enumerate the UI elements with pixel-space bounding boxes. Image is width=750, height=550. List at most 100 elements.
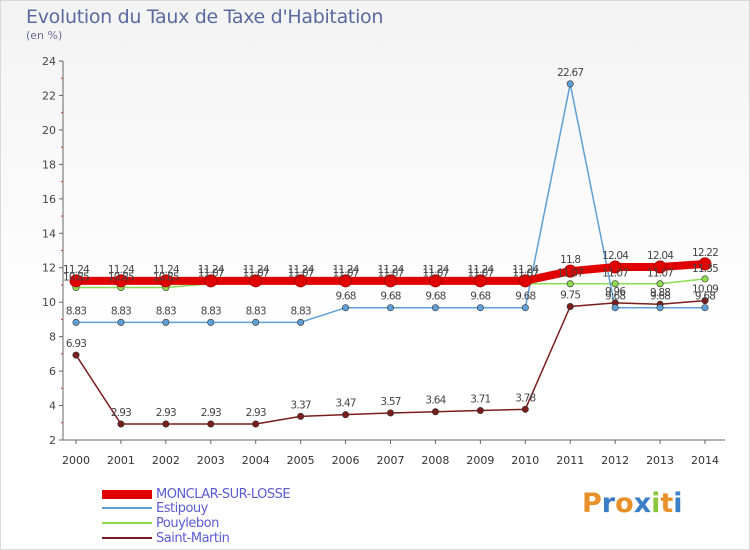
y-tick-label: 2 xyxy=(49,434,56,447)
data-label: 9.68 xyxy=(335,291,355,303)
data-label: 10.85 xyxy=(108,272,134,284)
data-label: 11.24 xyxy=(422,264,449,276)
y-tick-label: 12 xyxy=(42,262,56,275)
data-point xyxy=(698,257,712,271)
data-label: 8.83 xyxy=(111,305,131,317)
logo-letter: P xyxy=(582,488,602,519)
data-point xyxy=(476,304,484,312)
legend-item-pouylebon[interactable]: Pouylebon xyxy=(102,515,219,531)
data-label: 11.07 xyxy=(647,268,673,280)
data-point xyxy=(521,304,529,312)
data-point xyxy=(162,420,170,428)
y-tick-label: 6 xyxy=(49,365,56,378)
logo-letter: r xyxy=(601,488,616,519)
data-point xyxy=(656,304,664,312)
data-point xyxy=(653,260,667,274)
data-point xyxy=(117,420,125,428)
x-tick-label: 2002 xyxy=(152,454,180,467)
data-labels: 11.24 11.24 11.24 11.24 11.24 11.24 11.24 11.24… xyxy=(63,67,719,419)
x-tick-label: 2014 xyxy=(691,454,719,467)
data-label: 2.93 xyxy=(111,407,131,419)
data-label: 2.93 xyxy=(246,407,266,419)
legend-label: Estipouy xyxy=(156,500,208,516)
data-point xyxy=(342,304,350,312)
data-point xyxy=(249,274,263,288)
data-label: 3.57 xyxy=(380,396,400,408)
legend-item-saint-martin[interactable]: Saint-Martin xyxy=(102,530,230,546)
data-label: 9.68 xyxy=(380,291,400,303)
data-label: 11.07 xyxy=(467,268,493,280)
data-label: 2.93 xyxy=(156,407,176,419)
data-label: 11.24 xyxy=(377,264,404,276)
data-point xyxy=(72,351,80,359)
logo-letter: o xyxy=(615,488,634,519)
proxiti-logo: Proxiti xyxy=(582,488,683,519)
data-point xyxy=(431,304,439,312)
data-point xyxy=(72,318,80,326)
chart-subtitle: (en %) xyxy=(26,29,63,42)
x-tick-label: 2012 xyxy=(601,454,629,467)
data-label: 11.07 xyxy=(377,268,403,280)
legend-item-monclar[interactable]: MONCLAR-SUR-LOSSE xyxy=(102,486,291,502)
data-point xyxy=(252,420,260,428)
data-point xyxy=(204,274,218,288)
data-label: 9.68 xyxy=(695,291,715,303)
data-label: 3.47 xyxy=(335,398,355,410)
data-label: 9.68 xyxy=(515,291,535,303)
data-label: 6.93 xyxy=(66,338,86,350)
x-tick-label: 2005 xyxy=(287,454,315,467)
data-label: 3.71 xyxy=(470,394,490,406)
data-point xyxy=(69,274,83,288)
data-label: 11.8 xyxy=(560,254,580,266)
data-label: 12.04 xyxy=(647,250,674,262)
y-tick-label: 22 xyxy=(42,89,56,102)
data-label: 22.67 xyxy=(557,67,583,79)
data-label: 11.24 xyxy=(63,264,90,276)
data-label: 9.68 xyxy=(650,291,670,303)
y-tick-label: 4 xyxy=(49,400,56,413)
x-tick-label: 2001 xyxy=(107,454,135,467)
data-label: 11.24 xyxy=(333,264,360,276)
y-tick-label: 20 xyxy=(42,124,56,137)
data-point xyxy=(521,405,529,413)
data-point xyxy=(476,407,484,415)
data-label: 9.75 xyxy=(560,289,580,301)
data-label: 8.83 xyxy=(246,305,266,317)
logo-letter: x xyxy=(633,488,652,519)
y-tick-label: 18 xyxy=(42,158,56,171)
data-label: 11.24 xyxy=(243,264,270,276)
data-label: 11.07 xyxy=(288,268,314,280)
data-point xyxy=(294,274,308,288)
data-point xyxy=(701,304,709,312)
data-label: 12.22 xyxy=(692,247,718,259)
data-point xyxy=(339,274,353,288)
data-point xyxy=(608,260,622,274)
data-label: 11.24 xyxy=(288,264,315,276)
legend-swatch xyxy=(102,522,152,524)
data-label: 11.07 xyxy=(512,268,538,280)
data-label: 11.24 xyxy=(153,264,180,276)
data-point xyxy=(563,264,577,278)
data-point xyxy=(159,274,173,288)
data-point xyxy=(384,274,397,288)
data-label: 12.04 xyxy=(602,250,629,262)
data-label: 9.96 xyxy=(605,286,626,298)
y-tick-label: 10 xyxy=(42,296,56,309)
legend-label: Saint-Martin xyxy=(156,530,230,546)
x-tick-label: 2008 xyxy=(421,454,449,467)
data-label: 11.35 xyxy=(692,263,718,275)
x-tick-label: 2011 xyxy=(556,454,584,467)
data-point xyxy=(566,280,574,288)
data-point xyxy=(566,302,574,310)
chart-title: Evolution du Taux de Taxe d'Habitation xyxy=(26,6,384,28)
data-label: 10.85 xyxy=(153,272,179,284)
legend-label: Pouylebon xyxy=(156,515,219,531)
data-label: 11.07 xyxy=(602,268,628,280)
data-label: 9.68 xyxy=(470,291,490,303)
x-tick-label: 2009 xyxy=(466,454,494,467)
legend-item-estipouy[interactable]: Estipouy xyxy=(102,500,208,516)
data-label: 3.64 xyxy=(425,395,446,407)
series-points xyxy=(69,80,712,428)
data-label: 10.09 xyxy=(692,284,718,296)
